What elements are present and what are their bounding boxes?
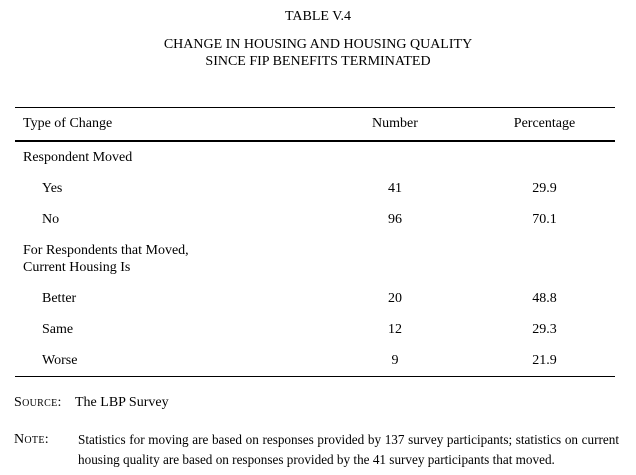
row-group-label: Respondent Moved — [23, 149, 133, 165]
table-row-yes: Yes 41 29.9 — [15, 173, 615, 204]
cell-percentage: 29.9 — [532, 180, 557, 196]
table-row-no: No 96 70.1 — [15, 204, 615, 235]
row-group-label: For Respondents that Moved, Current Hous… — [23, 243, 189, 275]
table-number-label: TABLE V.4 — [284, 9, 352, 24]
row-label: Yes — [42, 180, 63, 196]
table-title-line-1: CHANGE IN HOUSING AND HOUSING QUALITY — [163, 37, 473, 52]
row-label: No — [42, 211, 60, 227]
note-label: Note: — [14, 432, 49, 447]
source-label: Source: — [14, 395, 62, 410]
cell-number: 12 — [388, 321, 402, 337]
housing-change-table: Type of Change Number Percentage Respond… — [15, 107, 615, 377]
table-row-worse: Worse 9 21.9 — [15, 345, 615, 377]
cell-number: 41 — [388, 180, 402, 196]
cell-percentage: 70.1 — [532, 211, 557, 227]
row-label: Better — [42, 290, 77, 306]
column-header-type-of-change: Type of Change — [15, 107, 345, 142]
table-header-row: Type of Change Number Percentage — [15, 107, 615, 142]
note-text: Statistics for moving are based on respo… — [78, 432, 619, 467]
table-title-line-2: SINCE FIP BENEFITS TERMINATED — [205, 54, 431, 69]
cell-number: 20 — [388, 290, 402, 306]
cell-number: 96 — [388, 211, 402, 227]
cell-number: 9 — [345, 345, 445, 377]
table-row-respondent-moved: Respondent Moved — [15, 141, 615, 173]
source-line: Source: The LBP Survey — [14, 393, 636, 413]
table-row-better: Better 20 48.8 — [15, 283, 615, 314]
row-label: Same — [42, 321, 74, 337]
cell-percentage: 29.3 — [532, 321, 557, 337]
table-row-for-respondents-that-moved: For Respondents that Moved, Current Hous… — [15, 235, 615, 283]
source-text: The LBP Survey — [75, 395, 169, 410]
row-label: Worse — [15, 345, 345, 377]
column-header-number: Number — [345, 107, 445, 142]
column-header-percentage: Percentage — [445, 107, 615, 142]
cell-percentage: 21.9 — [445, 345, 615, 377]
table-row-same: Same 12 29.3 — [15, 314, 615, 345]
cell-percentage: 48.8 — [532, 290, 557, 306]
note-line: Note: Statistics for moving are based on… — [14, 430, 636, 470]
heading-block: TABLE V.4 CHANGE IN HOUSING AND HOUSING … — [0, 8, 636, 70]
